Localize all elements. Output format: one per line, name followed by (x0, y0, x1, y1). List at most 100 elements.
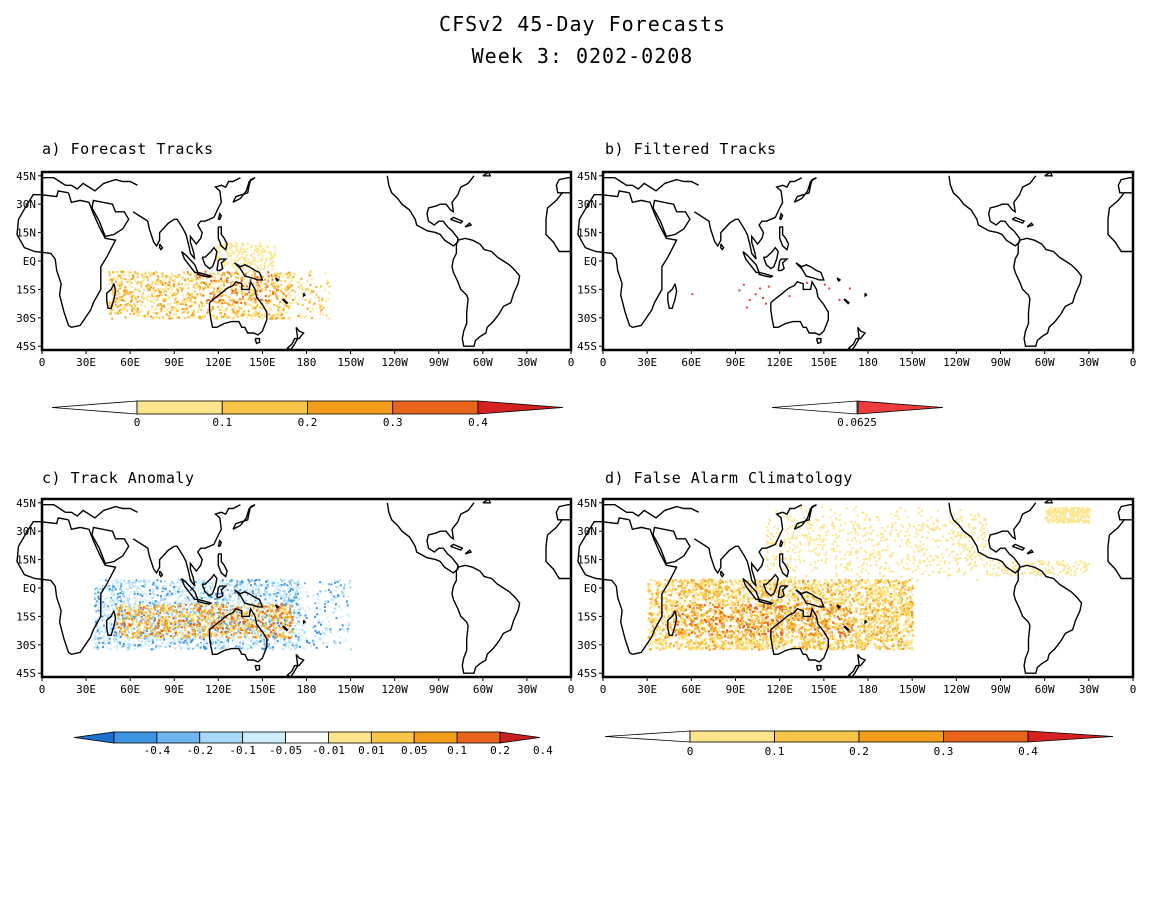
track-cell (154, 289, 157, 292)
track-cell (200, 638, 203, 641)
track-cell (160, 303, 162, 306)
track-cell (102, 624, 105, 627)
track-cell (185, 595, 187, 598)
track-cell (232, 613, 235, 616)
track-cell (198, 272, 201, 275)
track-cell (223, 631, 226, 634)
track-cell (263, 640, 266, 643)
track-cell (292, 599, 295, 602)
track-cell (232, 623, 235, 626)
track-cell (206, 643, 209, 646)
track-cell (310, 645, 313, 648)
track-cell (188, 616, 191, 619)
track-cell (226, 625, 229, 627)
track-cell (256, 626, 259, 629)
track-cell (251, 298, 253, 300)
track-cell (211, 623, 214, 626)
track-cell (129, 303, 132, 306)
track-cell (127, 587, 130, 590)
track-cell (287, 616, 290, 619)
track-cell (189, 297, 192, 300)
track-cell (133, 270, 136, 273)
track-cell (192, 619, 195, 622)
track-cell (200, 629, 203, 632)
track-cell (264, 278, 267, 281)
track-cell (117, 607, 120, 610)
lon-label: 150W (337, 683, 364, 696)
track-cell (337, 594, 339, 597)
track-cell (794, 604, 797, 607)
track-cell (143, 637, 146, 640)
track-cell (131, 584, 134, 587)
track-cell (147, 283, 149, 286)
track-cell (120, 585, 123, 588)
track-cell (172, 640, 175, 643)
track-cell (144, 621, 146, 624)
track-cell (182, 619, 185, 622)
track-cell (246, 611, 249, 613)
lon-label: 180 (297, 683, 317, 696)
track-cell (262, 602, 264, 605)
track-cell (217, 604, 220, 607)
track-cell (203, 632, 206, 635)
track-cell (759, 585, 762, 588)
track-cell (775, 637, 778, 640)
track-cell (154, 617, 156, 620)
track-cell (295, 622, 298, 625)
coastline (450, 216, 464, 224)
track-cell (113, 585, 115, 587)
track-cell (200, 281, 203, 284)
track-cell (225, 262, 228, 264)
track-cell (249, 578, 252, 581)
track-cell (223, 271, 226, 274)
track-cell (345, 639, 348, 642)
track-cell (121, 591, 124, 594)
track-cell (116, 603, 119, 606)
track-cell (241, 267, 244, 270)
track-cell (194, 295, 197, 298)
track-cell (267, 634, 270, 637)
track-cell (211, 611, 213, 614)
track-cell (214, 647, 217, 650)
track-cell (112, 615, 115, 618)
track-cell (261, 608, 264, 611)
track-cell (197, 582, 200, 585)
track-cell (210, 275, 213, 278)
track-cell (237, 627, 240, 630)
track-cell (170, 606, 173, 609)
track-cell (122, 595, 125, 598)
track-cell (156, 586, 159, 589)
track-cell (277, 288, 280, 291)
track-cell (232, 627, 235, 630)
track-cell (230, 605, 233, 608)
track-cell (215, 640, 218, 643)
track-cell (239, 615, 242, 618)
track-cell (245, 624, 247, 627)
track-cell (187, 619, 190, 622)
track-cell (284, 288, 287, 291)
lon-label: 60E (120, 356, 140, 369)
track-cell (257, 609, 260, 612)
track-cell (159, 283, 162, 286)
track-cell (247, 298, 250, 301)
track-cell (229, 254, 232, 257)
track-cell (94, 596, 97, 599)
track-cell (126, 589, 129, 592)
track-cell (261, 307, 264, 310)
track-cell (108, 612, 111, 615)
track-cell (127, 631, 130, 633)
track-cell (157, 584, 160, 587)
track-cell (296, 614, 299, 617)
track-cell (239, 314, 242, 317)
track-cell (310, 317, 313, 320)
track-cell (157, 637, 160, 640)
track-cell (224, 294, 227, 297)
track-cell (252, 620, 254, 623)
track-cell (289, 609, 292, 612)
track-cell (312, 594, 315, 597)
track-cell (231, 304, 234, 307)
track-cell (184, 597, 187, 600)
track-cell (236, 583, 239, 586)
track-cell (158, 629, 160, 632)
track-cell (184, 579, 187, 581)
